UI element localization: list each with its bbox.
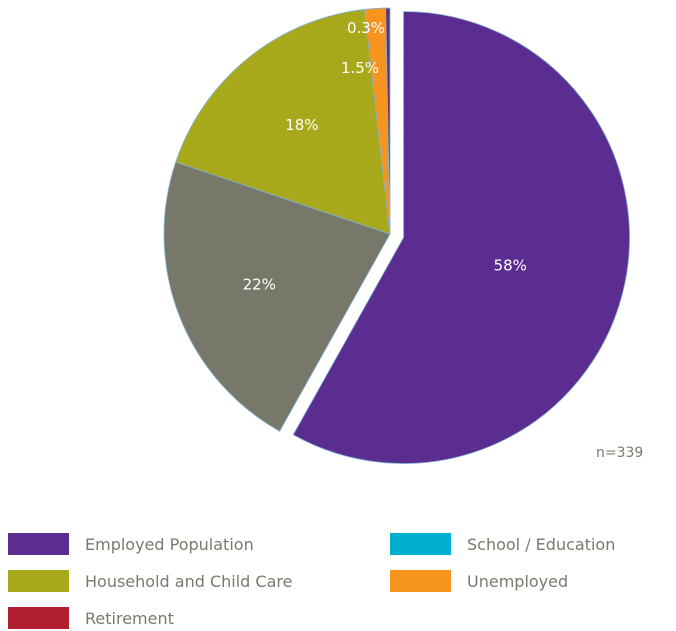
legend-label-retirement: Retirement [85,608,174,628]
pie-slice-employed-population [292,11,630,464]
legend-swatch-school [390,533,451,555]
slice-label-retirement: 22% [243,275,276,293]
legend: Employed Population School / Education H… [8,533,668,629]
slice-label-unemployed: 1.5% [341,59,379,77]
legend-swatch-unemployed [390,570,451,592]
pie-slice-retirement [163,161,391,432]
legend-swatch-retirement [8,607,69,629]
legend-label-unemployed: Unemployed [467,571,569,591]
legend-item-household: Household and Child Care [8,570,292,592]
legend-swatch-employed [8,533,69,555]
legend-label-employed: Employed Population [85,534,254,554]
sample-size-note: n=339 [596,445,644,461]
slice-label-household-and-child-care: 18% [285,116,318,134]
legend-label-school: School / Education [467,534,616,554]
slice-label-employed-population: 58% [494,256,527,274]
pie-slice-school-education [385,7,391,235]
legend-item-school: School / Education [390,533,615,555]
legend-item-unemployed: Unemployed [390,570,568,592]
slice-label-school-education: 0.3% [347,19,385,37]
legend-item-employed: Employed Population [8,533,254,555]
legend-swatch-household [8,570,69,592]
legend-item-retirement: Retirement [8,607,174,629]
legend-label-household: Household and Child Care [85,571,293,591]
pie-slice-household-and-child-care [175,9,391,235]
